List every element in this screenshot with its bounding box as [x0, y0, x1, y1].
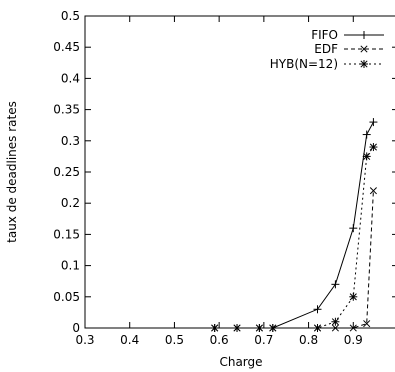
series-1-point-6	[349, 324, 357, 332]
x-axis-label: Charge	[219, 355, 262, 369]
tick-labels: 0.30.40.50.60.70.80.9100.050.10.150.20.2…	[53, 9, 395, 347]
series-2-point-2	[255, 324, 264, 332]
series-line-2	[214, 146, 374, 329]
axis-ticks	[84, 15, 395, 329]
y-tick-label-1: 0.05	[53, 290, 80, 304]
y-tick-label-6: 0.3	[61, 134, 80, 148]
x-tick-label-0: 0.3	[75, 333, 94, 347]
legend-marker-1	[360, 45, 368, 53]
x-tick-label-4: 0.7	[254, 333, 273, 347]
x-tick-label-1: 0.4	[120, 333, 139, 347]
legend-label-2: HYB(N=12)	[270, 57, 338, 71]
y-tick-label-7: 0.35	[53, 103, 80, 117]
x-tick-label-2: 0.5	[165, 333, 184, 347]
y-tick-label-5: 0.25	[53, 165, 80, 179]
y-tick-label-2: 0.1	[61, 259, 80, 273]
series-0-point-5	[331, 280, 340, 289]
x-tick-label-5: 0.8	[299, 333, 318, 347]
series-2-point-0	[210, 324, 219, 332]
legend-marker-0	[360, 31, 368, 39]
series-2-point-1	[233, 324, 242, 332]
series-1-point-5	[331, 324, 339, 332]
series-2-point-7	[362, 152, 371, 161]
series-2-point-3	[268, 324, 277, 332]
plot-frame	[84, 15, 395, 329]
legend-marker-2	[360, 60, 368, 68]
series-1-point-8	[369, 187, 377, 195]
y-tick-label-3: 0.15	[53, 227, 80, 241]
series-2-point-8	[369, 143, 378, 152]
x-tick-label-3: 0.6	[210, 333, 229, 347]
legend-label-0: FIFO	[311, 28, 338, 42]
legend-label-1: EDF	[314, 42, 338, 56]
y-tick-label-8: 0.4	[61, 71, 80, 85]
series-1-point-7	[363, 320, 371, 328]
y-tick-label-0: 0	[72, 321, 80, 335]
series-2-point-6	[349, 292, 358, 301]
y-tick-label-4: 0.2	[61, 196, 80, 210]
series-2-point-4	[313, 324, 322, 332]
y-axis-label: taux de deadlines rates	[5, 101, 19, 243]
series-line-1	[214, 190, 374, 329]
series-0-point-8	[369, 118, 378, 127]
series-0-point-6	[349, 224, 358, 233]
y-tick-label-9: 0.45	[53, 40, 80, 54]
y-tick-label-10: 0.5	[61, 9, 80, 23]
series-0-point-4	[313, 305, 322, 314]
x-tick-label-6: 0.9	[344, 333, 363, 347]
series-group	[210, 118, 378, 332]
series-2-point-5	[331, 317, 340, 326]
series-0-point-7	[362, 130, 371, 139]
